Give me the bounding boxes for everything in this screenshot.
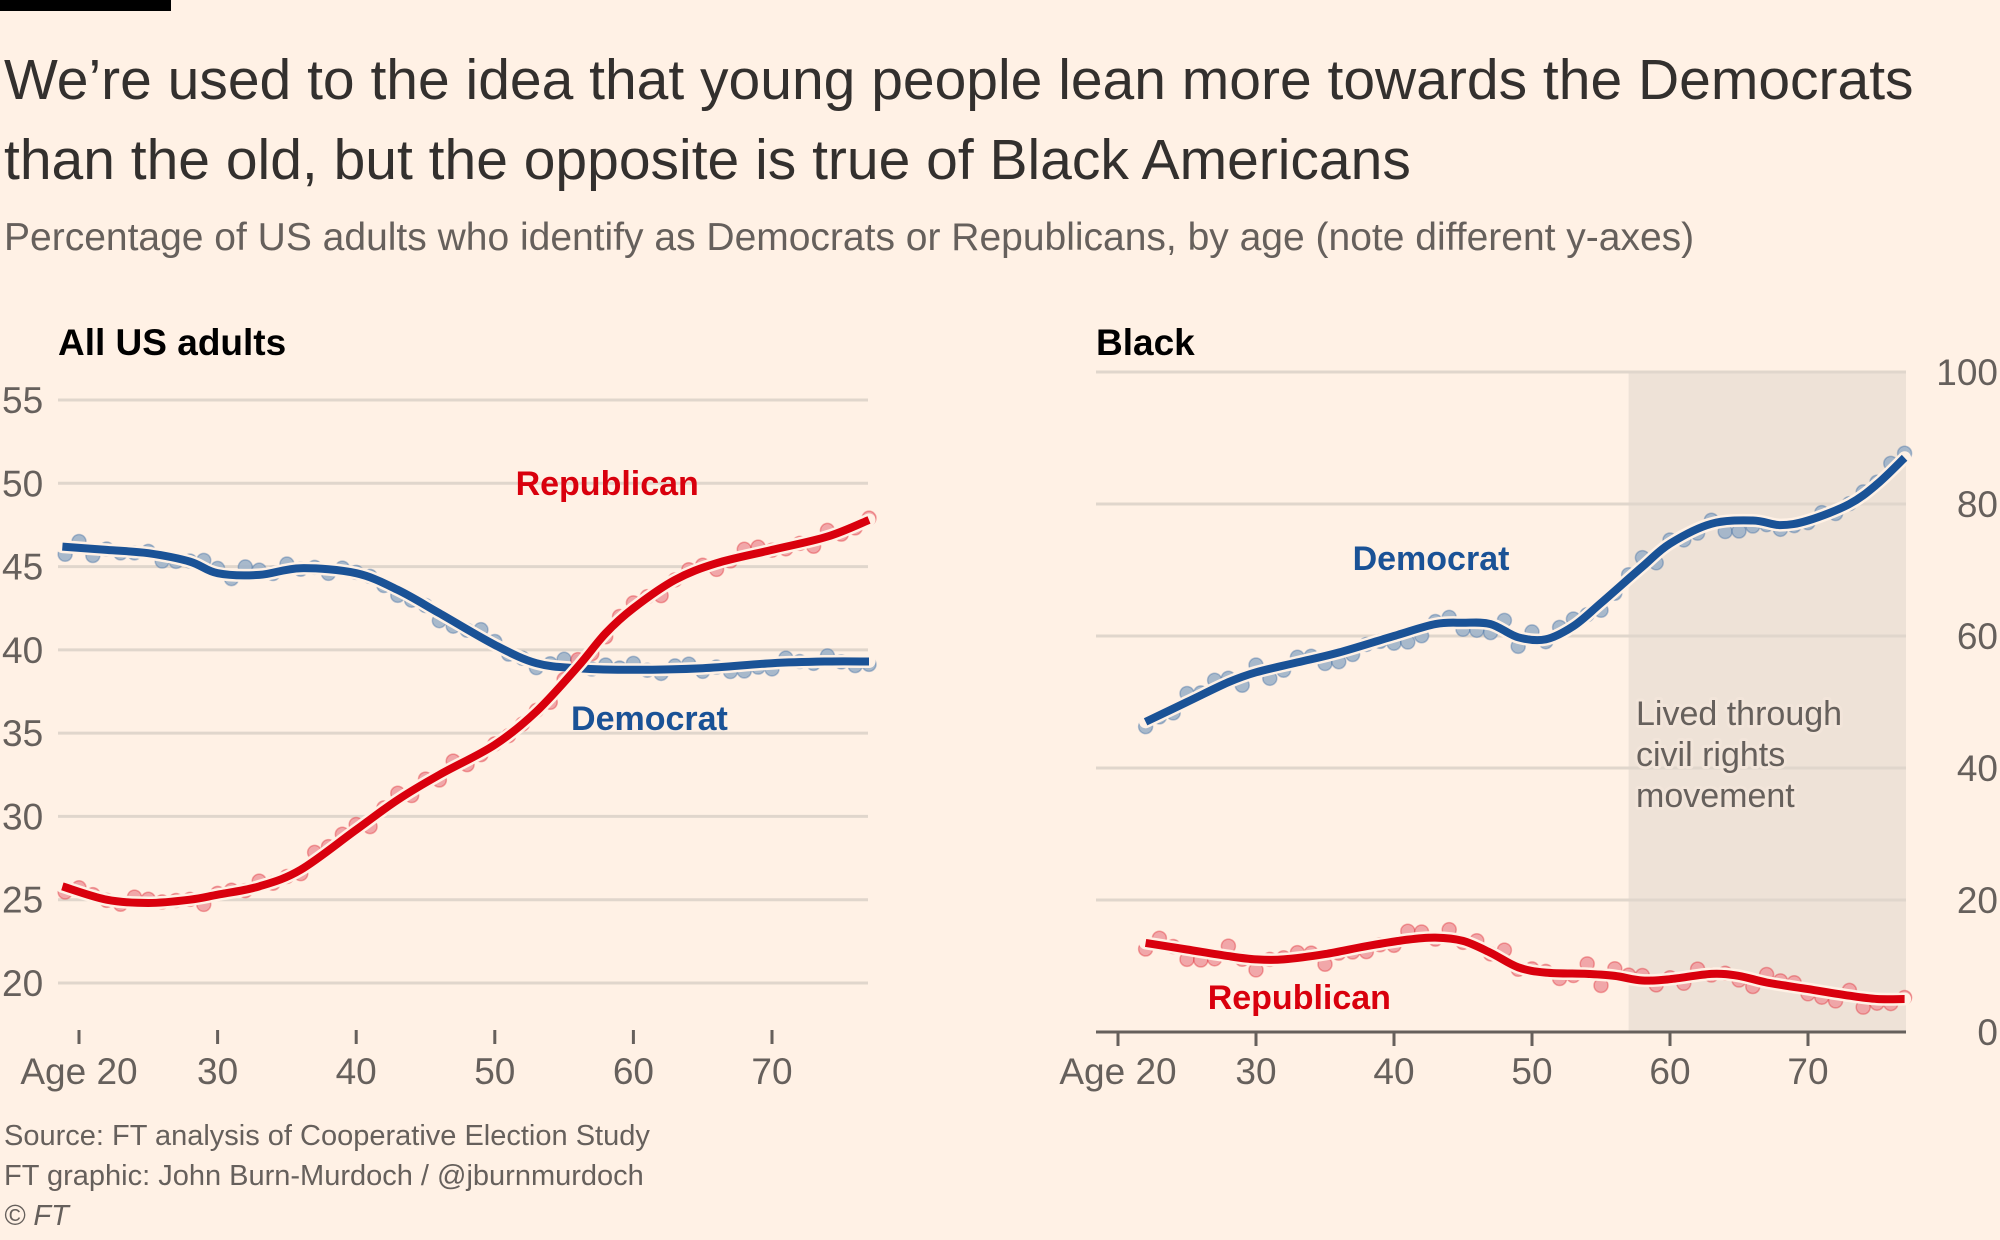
x-tick-label: 50 xyxy=(1511,1051,1552,1092)
y-tick-label: 80 xyxy=(1957,484,1998,525)
series-layer xyxy=(55,510,877,913)
x-tick-label: 30 xyxy=(1235,1051,1276,1092)
x-tick-label: 40 xyxy=(336,1051,377,1092)
chart-footer: Source: FT analysis of Cooperative Elect… xyxy=(4,1116,650,1236)
panel-all-us-adults: All US adults 20 25 30 35 40 45 50 55 Age 20 30 4… xyxy=(2,322,877,1092)
y-tick-label: 40 xyxy=(2,630,43,671)
x-tick-label: Age 20 xyxy=(1059,1051,1176,1092)
x-tick-label: 60 xyxy=(613,1051,654,1092)
annotation-line: movement xyxy=(1636,777,1795,815)
x-tick-label: 70 xyxy=(751,1051,792,1092)
y-tick-label: 20 xyxy=(2,963,43,1004)
y-tick-label: 40 xyxy=(1957,748,1998,789)
y-gridlines xyxy=(1096,370,1906,902)
x-axis: Age 20 30 40 50 60 70 xyxy=(1059,1030,1906,1092)
y-tick-label: 20 xyxy=(1957,880,1998,921)
y-tick-label: 30 xyxy=(2,796,43,837)
source-note: Source: FT analysis of Cooperative Elect… xyxy=(4,1120,650,1152)
x-tick-label: 70 xyxy=(1787,1051,1828,1092)
panel-black: Black 0 20 40 60 80 100 Age 20 30 40 50 60 70 Demo… xyxy=(1059,322,1998,1092)
y-tick-label: 0 xyxy=(1977,1012,1998,1053)
copyright: © FT xyxy=(4,1200,69,1232)
annotation-line: civil rights xyxy=(1636,736,1785,774)
series-line-republican xyxy=(61,516,871,907)
y-tick-label: 35 xyxy=(2,713,43,754)
civil-rights-shaded-region xyxy=(1628,372,1906,1032)
democrat-label: Democrat xyxy=(571,700,728,738)
series-line-democrat xyxy=(1143,454,1908,726)
chart-subtitle: Percentage of US adults who identify as … xyxy=(4,216,1695,259)
annotation-line: Lived through xyxy=(1636,695,1842,733)
republican-label: Republican xyxy=(516,465,699,503)
republican-label: Republican xyxy=(1208,979,1391,1017)
panel-title: Black xyxy=(1096,322,1195,363)
ft-brand-bar xyxy=(0,0,171,11)
series-line-republican xyxy=(1144,933,1905,1004)
x-tick-label: 50 xyxy=(474,1051,515,1092)
y-tick-label: 100 xyxy=(1936,352,1998,393)
y-tick-label: 55 xyxy=(2,380,43,421)
y-gridlines xyxy=(58,398,868,985)
x-tick-label: 60 xyxy=(1649,1051,1690,1092)
series-line-democrat xyxy=(62,542,870,674)
panel-title: All US adults xyxy=(58,322,286,363)
x-tick-label: Age 20 xyxy=(20,1051,137,1092)
scatter-republican xyxy=(57,510,877,913)
x-tick-label: 40 xyxy=(1373,1051,1414,1092)
x-axis: Age 20 30 40 50 60 70 xyxy=(20,1030,793,1092)
series-layer xyxy=(1137,445,1913,1015)
y-tick-label: 25 xyxy=(2,880,43,921)
credit-note: FT graphic: John Burn-Murdoch / @jburnmu… xyxy=(4,1160,644,1192)
democrat-label: Democrat xyxy=(1353,540,1510,578)
y-tick-label: 50 xyxy=(2,463,43,504)
y-tick-label: 45 xyxy=(2,547,43,588)
series-halo xyxy=(55,513,876,910)
civil-rights-annotation: Lived through civil rights movement xyxy=(1636,695,1852,815)
y-axis-labels: 0 20 40 60 80 100 xyxy=(1936,352,1998,1053)
y-axis-labels: 20 25 30 35 40 45 50 55 xyxy=(2,380,43,1004)
x-tick-label: 30 xyxy=(197,1051,238,1092)
y-tick-label: 60 xyxy=(1957,616,1998,657)
chart-title: We’re used to the idea that young people… xyxy=(4,48,1914,192)
